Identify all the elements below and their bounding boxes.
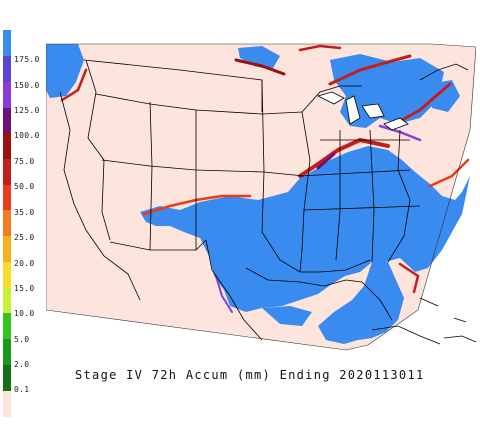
- legend-swatch-5: [3, 313, 11, 339]
- map-domain-border: [46, 43, 476, 351]
- caribbean-coastline: [371, 297, 476, 345]
- legend-label-100: 100.0: [14, 131, 40, 140]
- legend-swatch-125: [3, 82, 11, 108]
- legend-label-25: 25.0: [14, 233, 35, 242]
- heavy-precip-northwest: [46, 44, 84, 98]
- legend-swatch-75: [3, 133, 11, 159]
- heavy-precip-canada: [238, 46, 280, 70]
- legend-swatch-2: [3, 339, 11, 365]
- legend-swatch-35: [3, 185, 11, 210]
- map-caption: Stage IV 72h Accum (mm) Ending 202011301…: [75, 368, 425, 382]
- legend-swatch-trace: [3, 391, 11, 417]
- legend-label-5: 5.0: [14, 335, 30, 344]
- legend-swatch-20: [3, 236, 11, 262]
- heavy-precip-southeast: [140, 146, 470, 312]
- state-boundaries: [59, 59, 469, 341]
- legend-label-0-1: 0.1: [14, 385, 30, 394]
- legend-label-20: 20.0: [14, 259, 35, 268]
- legend-label-35: 35.0: [14, 208, 35, 217]
- legend-swatch-150: [3, 56, 11, 82]
- precip-map: [46, 43, 476, 351]
- heavy-precip-greatlakes: [330, 54, 444, 128]
- lake-outlines: [316, 91, 409, 131]
- legend-swatch-50: [3, 159, 11, 185]
- heavy-precip-gulf: [262, 306, 312, 326]
- heavy-precip-newengland: [428, 80, 460, 112]
- legend-swatch-0-1: [3, 365, 11, 391]
- legend-label-2: 2.0: [14, 360, 30, 369]
- legend-swatch-100: [3, 108, 11, 133]
- legend-label-125: 125.0: [14, 106, 40, 115]
- legend-label-50: 50.0: [14, 182, 35, 191]
- precip-color-legend: 175.0 150.0 125.0 100.0 75.0 50.0 35.0 2…: [0, 30, 48, 418]
- legend-swatch-175: [3, 30, 11, 56]
- legend-swatch-10: [3, 288, 11, 313]
- legend-label-150: 150.0: [14, 81, 40, 90]
- legend-swatch-25: [3, 210, 11, 236]
- legend-label-175: 175.0: [14, 55, 40, 64]
- legend-label-15: 15.0: [14, 284, 35, 293]
- legend-label-75: 75.0: [14, 157, 35, 166]
- heavy-precip-florida: [318, 262, 404, 344]
- legend-swatch-15: [3, 262, 11, 288]
- legend-label-10: 10.0: [14, 309, 35, 318]
